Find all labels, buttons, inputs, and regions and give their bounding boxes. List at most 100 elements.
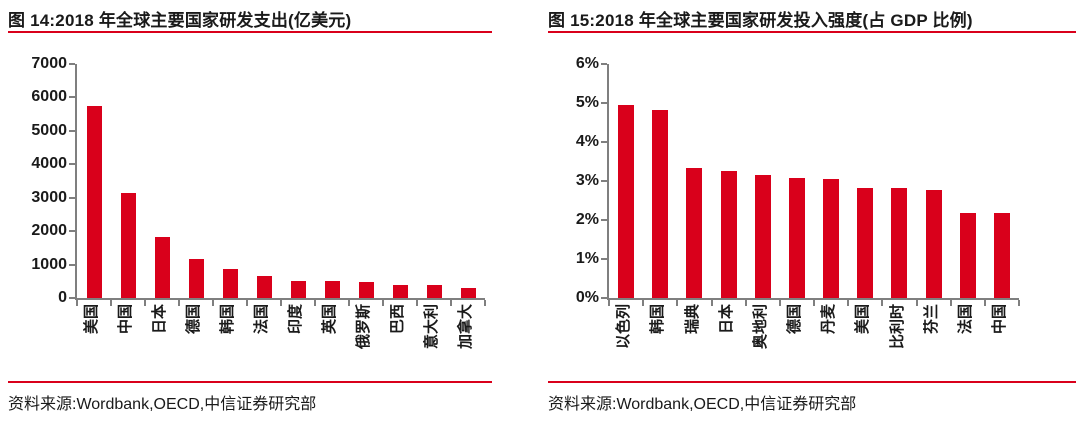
x-axis-tick [642,300,645,306]
x-axis-tick [676,300,679,306]
figure-14-plot-area: 0 1000 2000 3000 4000 5000 6000 7000 [31,55,486,306]
bar-法国 [959,212,976,298]
bar-英国 [324,281,340,298]
x-axis-tick [76,300,78,306]
figure-14-title-rule [8,31,492,33]
y-axis-tick-label: 5% [575,94,599,111]
bar-瑞典 [686,168,703,298]
bar-以色列 [618,105,635,298]
y-axis-tick-label: 0% [575,289,599,306]
figure-14-source-rule [8,381,492,383]
x-category-label: 德国 [786,304,804,335]
y-axis-tick [69,63,75,65]
x-axis-tick [110,300,112,306]
x-axis-tick [949,300,952,306]
bar-日本 [720,170,737,298]
y-axis-tick-label: 5000 [31,121,67,139]
x-category-label: 意大利 [423,304,441,350]
y-axis-tick-label: 0 [58,289,67,306]
bar-韩国 [652,110,669,298]
y-axis-tick-label: 4000 [31,155,67,173]
x-category-label: 印度 [287,304,305,335]
x-axis-tick [144,300,146,306]
x-category-label: 加拿大 [457,304,475,350]
y-axis-tick [601,63,607,65]
x-axis-tick [881,300,884,306]
x-category-label: 韩国 [649,304,667,335]
x-axis-tick [1018,300,1020,306]
figure-15-x-axis-labels: 以色列 韩国 瑞典 日本 奥地利 德国 丹麦 美国 比利时 芬兰 法国 中国 [607,302,1017,388]
x-axis-tick [983,300,986,306]
figure-14-panel: 图 14:2018 年全球主要国家研发支出(亿美元) 0 1000 2000 3000… [8,11,492,413]
bar-中国 [120,192,136,298]
bar-巴西 [392,284,408,298]
x-axis-tick [608,300,610,306]
x-axis-tick [744,300,747,306]
x-category-label: 法国 [253,304,271,335]
figure-14-x-axis-labels: 美国 中国 日本 德国 韩国 法国 印度 英国 俄罗斯 巴西 意大利 加拿大 [75,302,483,388]
y-axis-tick-label: 2000 [31,222,67,240]
x-axis-tick [382,300,384,306]
x-axis-tick [314,300,316,306]
bar-芬兰 [925,189,942,298]
bar-德国 [188,259,204,298]
y-axis-tick [69,196,75,199]
bar-德国 [788,177,805,298]
y-axis-tick [601,297,607,299]
x-axis-tick [813,300,815,306]
y-axis-tick-label: 1% [575,250,599,267]
x-axis-tick [416,300,418,306]
x-category-label: 美国 [854,304,872,335]
x-category-label: 中国 [991,304,1009,335]
x-category-label: 比利时 [888,304,906,350]
figure-15-panel: 图 15:2018 年全球主要国家研发投入强度(占 GDP 比例) 0% 1% 2%… [540,0,1080,421]
x-axis-tick [778,300,781,306]
x-axis-tick [847,300,850,306]
bar-俄罗斯 [358,282,374,298]
y-axis-tick [69,96,75,99]
bar-加拿大 [460,287,476,298]
x-category-label: 德国 [185,304,203,335]
x-category-label: 奥地利 [751,304,769,350]
x-category-label: 日本 [717,304,735,335]
bar-印度 [290,281,306,298]
x-category-label: 日本 [151,304,169,335]
y-axis-tick [601,258,607,260]
bar-中国 [993,212,1010,298]
x-category-label: 瑞典 [683,304,701,335]
figure-14-title: 图 14:2018 年全球主要国家研发支出(亿美元) [8,11,352,30]
figure-15-source-rule [548,381,1076,383]
x-axis-tick [915,300,918,306]
x-axis-tick [246,300,248,306]
y-axis-tick [601,219,607,221]
x-category-label: 英国 [321,304,339,335]
bar-日本 [154,236,170,298]
x-category-label: 以色列 [615,304,633,350]
y-axis-tick-label: 3000 [31,188,67,206]
x-category-label: 韩国 [219,304,237,335]
y-axis-tick-label: 7000 [31,55,67,72]
figure-14-source-text: 资料来源:Wordbank,OECD,中信证券研究部 [8,396,317,413]
y-axis-tick-label: 4% [575,133,599,150]
x-category-label: 丹麦 [820,304,838,335]
bar-韩国 [222,268,238,298]
y-axis-tick [69,163,75,166]
bar-美国 [857,187,874,298]
y-axis-tick [601,102,607,104]
y-axis-tick [601,180,607,182]
x-axis-tick [178,300,180,306]
x-category-label: 巴西 [389,304,407,335]
bar-法国 [256,276,272,298]
x-category-label: 芬兰 [922,304,940,335]
y-axis-tick [69,230,75,233]
y-axis-tick [69,129,75,132]
x-category-label: 俄罗斯 [355,304,373,350]
y-axis-tick-label: 6% [575,55,599,72]
bar-奥地利 [754,174,771,298]
x-axis-tick [348,300,350,306]
x-axis-tick [710,300,713,306]
y-axis-tick-label: 6000 [31,88,67,106]
y-axis-tick-label: 2% [575,211,599,228]
bar-丹麦 [823,179,840,298]
